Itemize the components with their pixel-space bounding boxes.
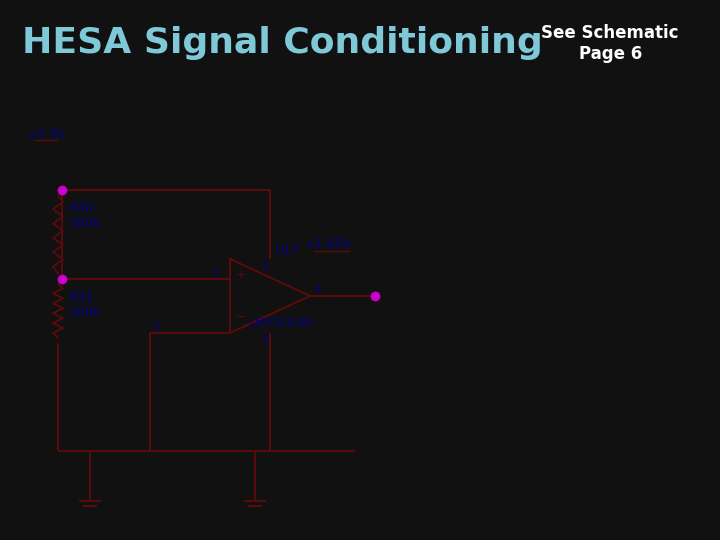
Text: 4: 4 xyxy=(314,284,321,294)
Text: 3: 3 xyxy=(152,322,159,332)
Text: −: − xyxy=(236,311,246,324)
Text: LMV321/SO: LMV321/SO xyxy=(250,318,314,328)
Text: R31
100k: R31 100k xyxy=(70,291,101,319)
Text: U17: U17 xyxy=(275,244,300,257)
Text: 2: 2 xyxy=(261,335,268,345)
Text: +1.65V: +1.65V xyxy=(305,238,352,251)
Text: 5: 5 xyxy=(261,261,268,271)
Text: +3.3V: +3.3V xyxy=(27,128,66,141)
Text: 1: 1 xyxy=(212,268,219,279)
Text: HESA Signal Conditioning: HESA Signal Conditioning xyxy=(22,26,542,60)
Text: Buffer circuit used as
voltage reference
for ADC: Buffer circuit used as voltage reference… xyxy=(412,255,649,332)
Text: +: + xyxy=(236,268,247,281)
Text: R30
100k: R30 100k xyxy=(70,202,101,230)
Text: See Schematic
Page 6: See Schematic Page 6 xyxy=(541,24,679,63)
